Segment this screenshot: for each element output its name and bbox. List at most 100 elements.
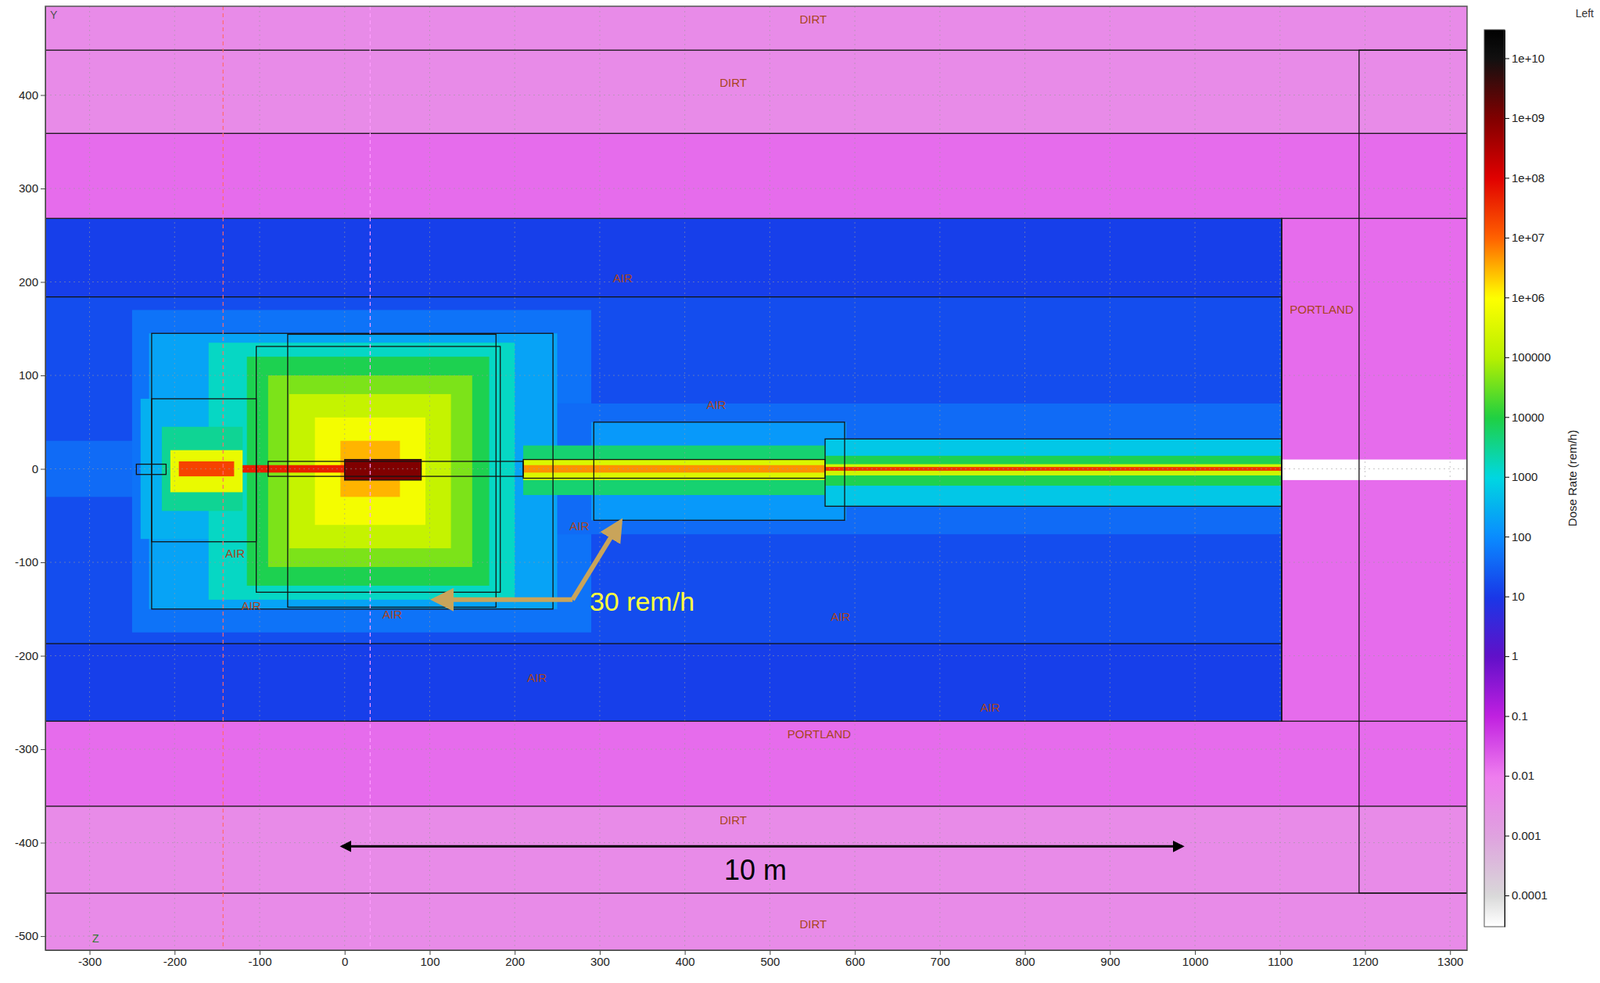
y-tick-label: 0 [32, 462, 39, 476]
colorbar-tick: 1e+07 [1504, 230, 1545, 244]
colorbar-tick-label: 10000 [1511, 410, 1545, 424]
colorbar-tick: 1000 [1504, 469, 1538, 484]
grid-line-x [854, 6, 856, 951]
colorbar-tick-label: 0.1 [1511, 709, 1529, 723]
x-tick-label: 800 [1015, 954, 1036, 969]
colorbar-tick-label: 1e+06 [1511, 290, 1545, 305]
grid-line-y [45, 562, 1468, 564]
x-tick: 900 [1100, 950, 1120, 969]
y-tick: -200 [14, 649, 46, 663]
region-label: AIR [569, 519, 589, 533]
plot-area [45, 6, 1468, 951]
y-tick-label: 300 [18, 181, 39, 195]
x-tick: -200 [163, 950, 187, 969]
outline [45, 218, 1282, 722]
y-tick-mark [40, 188, 46, 190]
colorbar-tick: 1e+09 [1504, 111, 1545, 125]
colorbar-tick-label: 100000 [1511, 350, 1551, 364]
colorbar-tick-mark [1504, 297, 1510, 298]
outline [45, 50, 1468, 133]
view-label: Left [1575, 7, 1594, 20]
colorbar: 0.0001 0.001 0.01 0.1 1 10 100 1000 10000 100000 1… [1484, 29, 1579, 928]
x-tick-label: -200 [163, 954, 187, 969]
colorbar-tick-label: 1e+09 [1511, 111, 1545, 125]
x-tick-label: 1000 [1182, 954, 1209, 969]
x-tick: 400 [675, 950, 696, 969]
region-label: DIRT [799, 12, 827, 26]
outline [45, 297, 1282, 644]
colorbar-tick: 1 [1504, 649, 1518, 663]
cell [344, 459, 422, 481]
y-tick-label: -200 [14, 649, 39, 663]
cell [45, 806, 1468, 951]
guide-line [369, 6, 371, 951]
colorbar-tick-mark [1504, 118, 1510, 119]
y-tick: 200 [18, 275, 46, 289]
y-tick-mark [40, 375, 46, 377]
y-tick-label: 400 [18, 88, 39, 102]
geometry [45, 6, 1468, 951]
grid-line-x [1109, 6, 1111, 951]
x-tick: 1200 [1352, 950, 1378, 969]
x-tick: 800 [1015, 950, 1036, 969]
colorbar-tick-label: 0.01 [1511, 768, 1535, 783]
colorbar-tick-mark [1504, 57, 1510, 59]
labels: DIRTDIRTAIRPORTLANDAIRAIRAIRAIRAIRAIRAIR… [50, 7, 1594, 945]
cell [170, 450, 243, 493]
y-tick-label: 200 [18, 275, 39, 289]
y-tick-label: -300 [14, 742, 39, 756]
region-label: AIR [225, 546, 245, 560]
chart: -300-200-1000100200300400500600700800900… [0, 0, 1600, 983]
colorbar-tick-mark [1504, 596, 1510, 598]
colorbar-tick: 100 [1504, 530, 1532, 544]
y-tick-label: 100 [18, 368, 39, 382]
colorbar-tick-label: 10 [1511, 589, 1525, 603]
grid-line-x [514, 6, 516, 951]
region-label: AIR [613, 271, 633, 285]
x-tick: 200 [505, 950, 525, 969]
region-label: DIRT [719, 813, 747, 827]
colorbar-tick-label: 0.001 [1511, 828, 1542, 843]
region-label: AIR [382, 607, 402, 621]
colorbar-tick-label: 0.0001 [1511, 888, 1548, 902]
colorbar-tick: 1e+10 [1504, 51, 1545, 65]
x-tick: 1300 [1437, 950, 1464, 969]
cell [161, 426, 243, 512]
colorbar-axis: 0.0001 0.001 0.01 0.1 1 10 100 1000 10000 100000 1… [1504, 30, 1551, 928]
x-tick-label: 1100 [1267, 954, 1293, 969]
cell [1281, 218, 1468, 722]
region-label: PORTLAND [787, 727, 852, 741]
grid-line-x [1024, 6, 1026, 951]
y-tick-mark [40, 656, 46, 657]
grid-line-y [45, 94, 1468, 96]
grid-line-y [45, 375, 1468, 377]
x-tick-label: 1200 [1352, 954, 1378, 969]
y-tick-mark [40, 95, 46, 97]
x-tick-label: 1300 [1437, 954, 1464, 969]
y-axis: -500-400-300-200-1000100200300400 [14, 7, 47, 951]
y-tick: 0 [32, 462, 46, 476]
outline [151, 333, 553, 610]
cell [45, 297, 1282, 644]
colorbar-tick-mark [1504, 536, 1510, 538]
x-tick: 1000 [1182, 950, 1209, 969]
region-label: AIR [241, 599, 262, 613]
x-tick: 600 [845, 950, 865, 969]
grid-line-x [1194, 6, 1196, 951]
grid-line-y [45, 468, 1468, 470]
outline [151, 398, 257, 542]
x-tick-label: 700 [930, 954, 951, 969]
cell [208, 342, 515, 600]
colorbar-tick-label: 1e+08 [1511, 171, 1545, 185]
y-tick: 100 [18, 368, 46, 382]
outline [287, 333, 496, 607]
colorbar-tick: 1e+08 [1504, 171, 1545, 185]
cell [514, 403, 1282, 535]
x-axis-line [46, 950, 1468, 951]
region-label: AIR [527, 670, 547, 685]
colorbar-axis-line [1504, 30, 1506, 928]
y-tick: 300 [18, 181, 46, 195]
outline [593, 422, 845, 521]
y-tick-mark [40, 282, 46, 284]
grid-line-y [45, 655, 1468, 657]
